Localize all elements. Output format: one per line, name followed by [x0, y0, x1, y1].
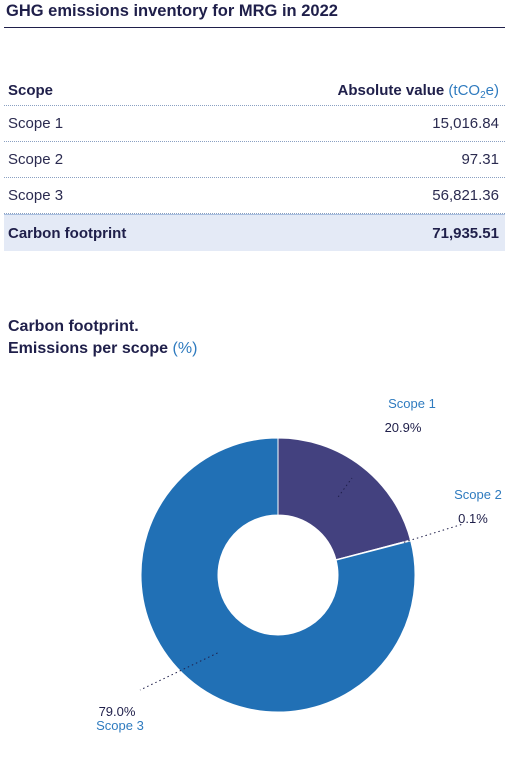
- donut-slice-scope-3: [140, 437, 416, 713]
- scope-column-header: Scope: [8, 82, 54, 99]
- chart-title: Carbon footprint. Emissions per scope (%…: [8, 316, 197, 360]
- value-column-label: Absolute value: [337, 82, 445, 99]
- table-row: Scope 2 97.31: [4, 142, 505, 178]
- value-column-unit: (tCO2e): [448, 82, 499, 101]
- row-value: 97.31: [461, 151, 499, 168]
- slice-value-label: 0.1%: [458, 511, 488, 526]
- leader-line: [403, 523, 464, 543]
- row-label: Scope 3: [8, 187, 64, 204]
- slice-category-label: Scope 1: [388, 396, 436, 411]
- slice-category-label: Scope 3: [96, 718, 144, 733]
- title-divider: [4, 27, 505, 28]
- table-row: Scope 3 56,821.36: [4, 178, 505, 214]
- leader-line: [139, 652, 218, 691]
- row-label: Scope 1: [8, 115, 64, 132]
- table-row: Scope 1 15,016.84: [4, 106, 505, 142]
- chart-title-line1: Carbon footprint.: [8, 318, 139, 335]
- slice-value-label: 20.9%: [385, 420, 422, 435]
- leader-line: [337, 477, 353, 498]
- value-column-header: Absolute value (tCO2e): [337, 82, 499, 101]
- page-title: GHG emissions inventory for MRG in 2022: [6, 2, 338, 20]
- emissions-table: Scope Absolute value (tCO2e) Scope 1 15,…: [4, 76, 505, 251]
- donut-slice-scope-1: [277, 437, 412, 561]
- row-value: 56,821.36: [432, 187, 499, 204]
- slice-category-label: Scope 2: [454, 487, 502, 502]
- total-label: Carbon footprint: [8, 224, 127, 242]
- total-value: 71,935.51: [432, 224, 499, 242]
- table-header-row: Scope Absolute value (tCO2e): [4, 76, 505, 106]
- row-value: 15,016.84: [432, 115, 499, 132]
- chart-title-line2: Emissions per scope (%): [8, 340, 198, 357]
- row-label: Scope 2: [8, 151, 64, 168]
- total-row: Carbon footprint 71,935.51: [4, 214, 505, 251]
- slice-value-label: 79.0%: [99, 704, 136, 719]
